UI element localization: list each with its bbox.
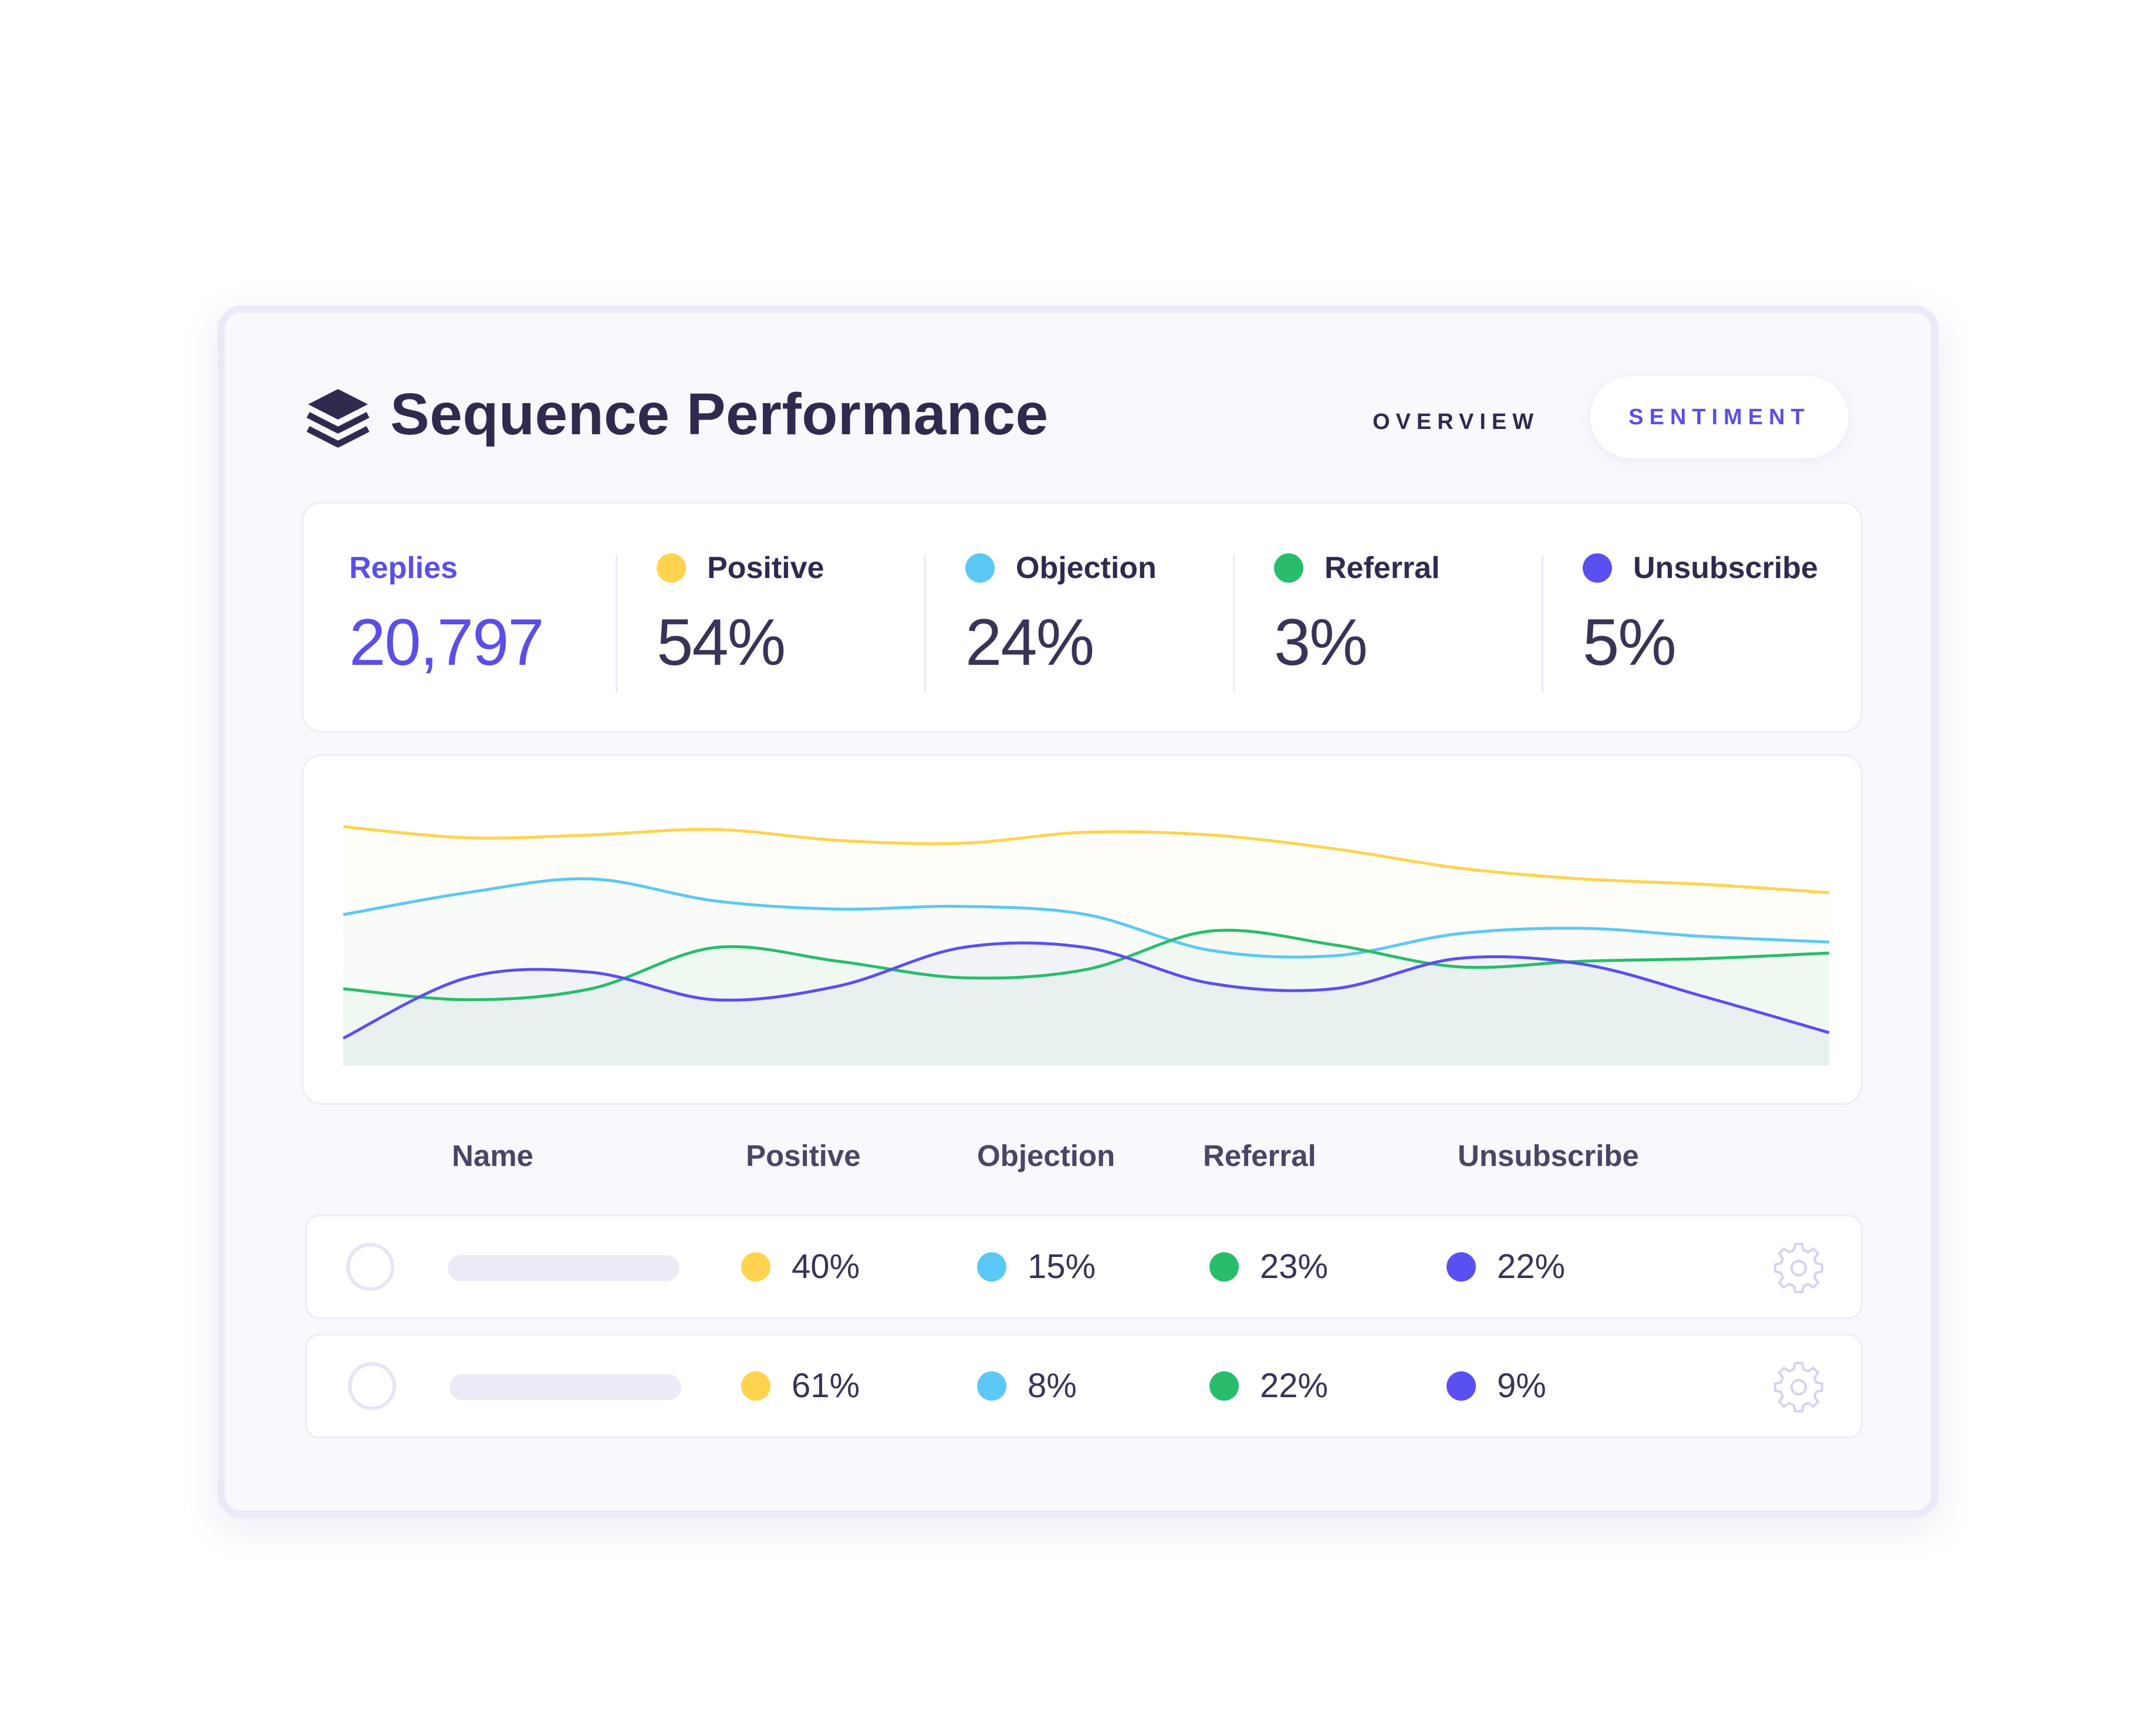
stat-unsubscribe: Unsubscribe 5% <box>1583 550 1818 680</box>
stat-value-unsubscribe: 5% <box>1583 606 1677 679</box>
cell-value: 15% <box>1028 1248 1096 1286</box>
divider <box>924 555 926 692</box>
positive-dot-icon <box>657 553 686 583</box>
cell-positive: 61% <box>741 1366 860 1405</box>
objection-dot-icon <box>977 1371 1006 1401</box>
stat-label-text: Referral <box>1324 551 1440 585</box>
stat-value-referral: 3% <box>1274 606 1368 679</box>
name-placeholder-bar <box>450 1374 681 1400</box>
cell-value: 22% <box>1497 1248 1566 1286</box>
stat-label-text: Positive <box>707 551 824 585</box>
cell-value: 23% <box>1260 1248 1329 1286</box>
stat-objection: Objection 24% <box>965 550 1157 680</box>
column-header-unsubscribe[interactable]: Unsubscribe <box>1458 1139 1639 1172</box>
tab-overview[interactable]: OVERVIEW <box>1373 410 1540 434</box>
gear-icon[interactable] <box>1772 1241 1826 1295</box>
positive-dot-icon <box>741 1371 771 1401</box>
referral-dot-icon <box>1209 1371 1239 1401</box>
gear-icon[interactable] <box>1772 1360 1826 1414</box>
unsubscribe-dot-icon <box>1447 1371 1476 1401</box>
stat-referral: Referral 3% <box>1274 550 1440 680</box>
tab-sentiment[interactable]: SENTIMENT <box>1590 376 1849 458</box>
divider <box>1233 555 1235 692</box>
row-select-radio[interactable] <box>348 1362 396 1410</box>
area-fill-unsubscribe <box>343 942 1829 1066</box>
stacked-layers-icon <box>306 389 370 448</box>
column-header-positive[interactable]: Positive <box>746 1139 861 1172</box>
positive-dot-icon <box>741 1252 771 1282</box>
name-placeholder-bar <box>448 1255 680 1281</box>
table-row[interactable]: 40% 15% 23% 22% <box>305 1215 1863 1319</box>
cell-value: 22% <box>1260 1367 1329 1405</box>
cell-referral: 22% <box>1209 1366 1328 1405</box>
referral-dot-icon <box>1274 553 1303 583</box>
unsubscribe-dot-icon <box>1583 553 1612 583</box>
referral-dot-icon <box>1209 1252 1239 1282</box>
objection-dot-icon <box>977 1252 1006 1282</box>
cell-value: 8% <box>1028 1367 1077 1405</box>
series-line-unsubscribe <box>342 941 1830 1040</box>
stat-label-unsubscribe: Unsubscribe <box>1583 550 1818 586</box>
cell-unsubscribe: 22% <box>1447 1247 1565 1286</box>
column-header-objection[interactable]: Objection <box>977 1139 1116 1172</box>
column-header-name[interactable]: Name <box>452 1139 533 1172</box>
sentiment-area-chart <box>342 825 1830 1066</box>
cell-objection: 15% <box>977 1247 1096 1286</box>
cell-positive: 40% <box>741 1247 860 1286</box>
area-fill-objection <box>343 878 1829 1066</box>
stat-label-positive: Positive <box>657 550 824 586</box>
stat-label-referral: Referral <box>1274 550 1440 586</box>
cell-value: 40% <box>792 1248 860 1286</box>
cell-referral: 23% <box>1209 1247 1328 1286</box>
stat-value-positive: 54% <box>657 606 786 679</box>
stat-value-replies: 20,797 <box>349 606 545 679</box>
page-title: Sequence Performance <box>390 381 1049 447</box>
series-line-objection <box>343 877 1830 959</box>
series-line-positive <box>343 825 1830 894</box>
series-line-referral <box>343 928 1830 1002</box>
stat-label-objection: Objection <box>965 550 1157 586</box>
divider <box>616 555 617 692</box>
column-header-referral[interactable]: Referral <box>1203 1139 1316 1172</box>
stat-label-text: Objection <box>1016 551 1157 585</box>
stat-value-objection: 24% <box>965 606 1094 679</box>
objection-dot-icon <box>965 553 995 583</box>
cell-unsubscribe: 9% <box>1447 1366 1546 1405</box>
unsubscribe-dot-icon <box>1447 1252 1476 1282</box>
stat-label-replies: Replies <box>349 551 458 585</box>
cell-value: 61% <box>792 1367 860 1405</box>
divider <box>1542 555 1543 692</box>
stat-label-text: Unsubscribe <box>1633 551 1818 585</box>
stat-positive: Positive 54% <box>657 550 824 680</box>
table-row[interactable]: 61% 8% 22% 9% <box>305 1334 1863 1438</box>
stats-panel: Replies 20,797 Positive 54% Objection 24… <box>302 502 1863 733</box>
cell-value: 9% <box>1497 1367 1546 1405</box>
sequence-performance-card: Sequence Performance OVERVIEW SENTIMENT … <box>217 305 1939 1518</box>
stat-replies: Replies 20,797 <box>349 550 545 680</box>
sentiment-chart-panel <box>302 754 1863 1105</box>
area-fill-referral <box>343 930 1829 1066</box>
cell-objection: 8% <box>977 1366 1077 1405</box>
row-select-radio[interactable] <box>346 1243 394 1291</box>
